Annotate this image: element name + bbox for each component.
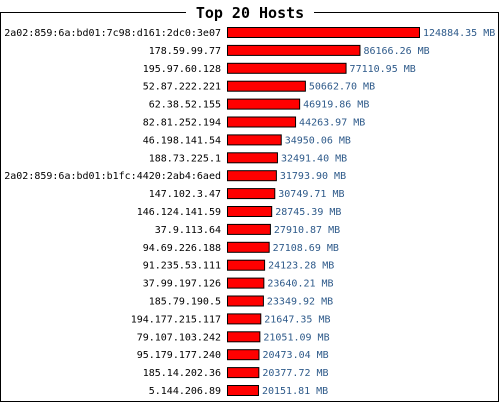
category-label: 2a02:859:6a:bd01:b1fc:4420:2ab4:6aed [4, 171, 221, 182]
value-label: 124884.35 MB [423, 28, 495, 39]
category-label: 37.9.113.64 [155, 225, 221, 236]
value-label: 24123.28 MB [268, 261, 334, 272]
value-label: 23349.92 MB [267, 297, 333, 308]
category-label: 46.198.141.54 [143, 135, 221, 146]
category-label: 146.124.141.59 [137, 207, 221, 218]
value-label: 77110.95 MB [350, 64, 416, 75]
bar [227, 295, 264, 307]
category-label: 195.97.60.128 [143, 64, 221, 75]
bar [227, 188, 276, 200]
category-label: 147.102.3.47 [149, 189, 221, 200]
bar [227, 116, 297, 128]
category-label: 95.179.177.240 [137, 350, 221, 361]
bar [227, 170, 277, 182]
value-label: 46919.86 MB [303, 100, 369, 111]
category-label: 194.177.215.117 [131, 314, 221, 325]
bar [227, 206, 273, 217]
category-label: 82.81.252.194 [143, 118, 221, 129]
category-label: 94.69.226.188 [143, 243, 221, 254]
value-label: 32491.40 MB [281, 153, 347, 164]
category-label: 185.79.190.5 [149, 297, 221, 308]
bar [227, 98, 301, 110]
category-label: 5.144.206.89 [149, 386, 221, 397]
bar [227, 241, 270, 253]
value-label: 23640.21 MB [267, 279, 333, 290]
bar [227, 349, 260, 361]
title-background [186, 3, 314, 25]
value-label: 20151.81 MB [262, 386, 328, 397]
bar [227, 80, 306, 92]
bar [227, 385, 259, 396]
category-label: 52.87.222.221 [143, 82, 221, 93]
value-label: 28745.39 MB [275, 207, 341, 218]
value-label: 31793.90 MB [280, 171, 346, 182]
bar [227, 27, 420, 38]
value-label: 21051.09 MB [263, 332, 329, 343]
category-label: 2a02:859:6a:bd01:7c98:d161:2dc0:3e07 [4, 28, 221, 39]
value-label: 27910.87 MB [274, 225, 340, 236]
category-label: 91.235.53.111 [143, 261, 221, 272]
value-label: 86166.26 MB [363, 46, 429, 57]
bar [227, 134, 282, 146]
category-label: 37.99.197.126 [143, 279, 221, 290]
bar [227, 313, 262, 325]
value-label: 34950.06 MB [285, 135, 351, 146]
bar [227, 259, 266, 271]
value-label: 20473.04 MB [262, 350, 328, 361]
value-label: 20377.72 MB [262, 368, 328, 379]
bar [227, 331, 261, 343]
value-label: 50662.70 MB [309, 82, 375, 93]
bar [227, 152, 278, 164]
value-label: 27108.69 MB [273, 243, 339, 254]
value-label: 21647.35 MB [264, 314, 330, 325]
bar [227, 223, 271, 235]
category-label: 62.38.52.155 [149, 100, 221, 111]
bar [227, 367, 260, 379]
category-label: 79.107.103.242 [137, 332, 221, 343]
category-label: 178.59.99.77 [149, 46, 221, 57]
bar [227, 277, 265, 289]
category-label: 188.73.225.1 [149, 153, 221, 164]
value-label: 30749.71 MB [278, 189, 344, 200]
bar [227, 44, 361, 56]
chart-title: Top 20 Hosts [195, 4, 305, 22]
value-label: 44263.97 MB [299, 118, 365, 129]
category-label: 185.14.202.36 [143, 368, 221, 379]
bar [227, 62, 347, 74]
